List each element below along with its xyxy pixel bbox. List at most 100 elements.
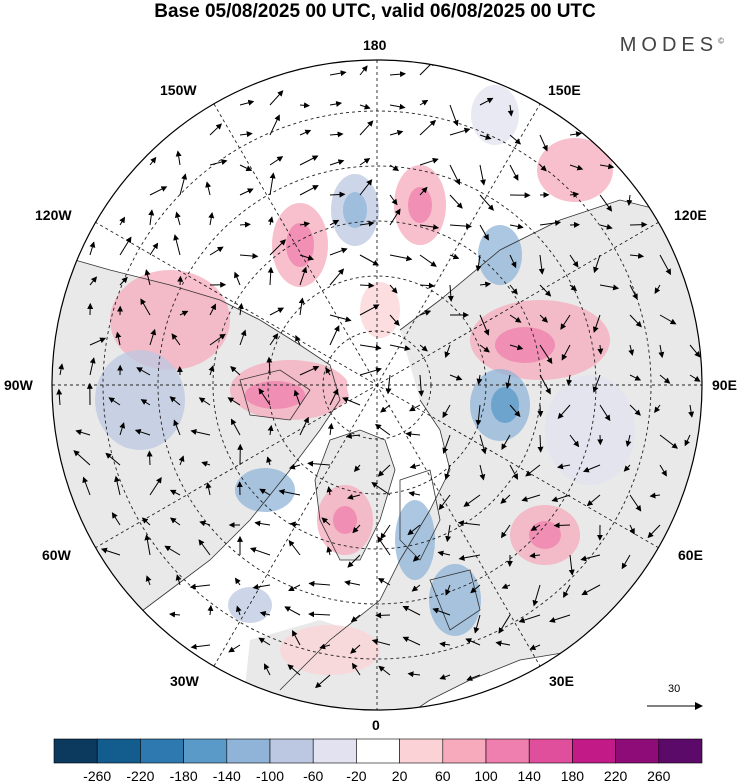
wind-vector xyxy=(569,131,582,138)
wind-vector xyxy=(327,422,334,436)
wind-vector xyxy=(144,269,151,286)
wind-vector xyxy=(234,577,241,586)
wind-vector xyxy=(688,404,695,418)
label-lon-60w: 60W xyxy=(42,547,71,563)
wind-vector xyxy=(509,254,517,269)
wind-vector xyxy=(537,404,544,418)
wind-vector xyxy=(580,554,601,562)
wind-vector xyxy=(146,450,153,466)
wind-vector xyxy=(266,356,273,376)
wind-vector xyxy=(149,476,162,496)
wind-vector xyxy=(201,461,211,467)
wind-vector xyxy=(73,450,91,466)
wind-vector xyxy=(629,404,641,416)
wind-vector xyxy=(299,416,309,436)
wind-vector xyxy=(119,276,128,286)
wind-vector xyxy=(299,102,310,109)
wind-vector xyxy=(479,164,486,186)
wind-vector xyxy=(439,641,451,648)
wind-vector xyxy=(437,550,451,557)
wind-vector xyxy=(292,630,301,646)
wind-vector xyxy=(307,460,331,467)
wind-vector xyxy=(295,334,301,346)
wind-vector xyxy=(329,247,348,256)
wind-vector xyxy=(449,253,460,260)
wind-vector xyxy=(389,71,406,78)
wind-vector xyxy=(298,297,305,316)
wind-vector xyxy=(402,605,421,616)
wind-vector xyxy=(267,424,274,436)
wind-vector xyxy=(553,522,571,529)
wind-vector xyxy=(148,209,155,226)
wind-vector xyxy=(173,234,181,256)
wind-vector xyxy=(315,674,331,689)
wind-vector xyxy=(136,367,151,376)
wind-vector xyxy=(402,636,421,646)
wind-vector xyxy=(329,325,340,346)
wind-vector xyxy=(500,494,511,504)
wind-vector xyxy=(380,404,391,413)
wind-vector xyxy=(442,434,451,454)
wind-vector xyxy=(505,374,512,389)
wind-vector xyxy=(353,464,361,473)
anomaly-blob xyxy=(280,625,380,675)
wind-vector xyxy=(269,156,284,166)
wind-vector xyxy=(654,404,661,414)
wind-vector xyxy=(288,540,301,556)
wind-vector xyxy=(308,611,331,618)
wind-vector xyxy=(267,266,274,286)
wind-vector xyxy=(299,185,319,196)
wind-vector xyxy=(539,284,552,297)
wind-vector xyxy=(230,418,241,436)
wind-vector xyxy=(56,388,63,406)
wind-vector xyxy=(326,486,333,496)
wind-vector xyxy=(479,314,490,336)
wind-vector xyxy=(267,216,274,226)
wind-vector xyxy=(111,512,121,526)
wind-vector xyxy=(239,221,251,228)
colorbar-tick-label: 100 xyxy=(474,768,498,783)
wind-vector xyxy=(659,254,671,276)
wind-vector xyxy=(177,275,184,286)
wind-vector xyxy=(321,517,331,526)
wind-vector xyxy=(359,103,371,110)
wind-vector xyxy=(329,388,339,406)
anomaly-blob xyxy=(408,187,432,223)
wind-vector xyxy=(551,494,571,503)
wind-vector xyxy=(269,239,287,256)
colorbar-cell xyxy=(226,738,271,764)
wind-vector xyxy=(190,643,211,650)
wind-vector xyxy=(509,344,524,351)
wind-vector xyxy=(625,434,632,447)
wind-vector xyxy=(479,134,492,140)
wind-vector xyxy=(569,191,580,198)
wind-vector xyxy=(171,333,181,346)
wind-vector xyxy=(509,134,522,145)
wind-vector xyxy=(89,357,96,376)
wind-vector xyxy=(227,397,241,406)
wind-vector xyxy=(371,482,391,496)
colorbar: -260 -220 -180 -140 -100 -60 -20 20 60 100 140 180 2… xyxy=(53,738,703,783)
wind-vector xyxy=(359,367,382,376)
colorbar-tick-label: -140 xyxy=(213,768,241,783)
wind-vector xyxy=(352,524,361,534)
wind-vector xyxy=(659,314,677,325)
wind-vector xyxy=(299,365,320,376)
wind-vector xyxy=(507,104,514,117)
wind-vector xyxy=(377,578,391,586)
wind-vector xyxy=(561,344,571,361)
wind-vector xyxy=(539,164,547,172)
anomaly-blob xyxy=(495,327,555,363)
wind-vector xyxy=(325,367,332,376)
wind-vector xyxy=(207,604,214,616)
wind-vector xyxy=(249,547,271,556)
wind-vector xyxy=(557,463,571,470)
label-lon-150w: 150W xyxy=(160,82,197,98)
wind-vector xyxy=(288,463,301,470)
wind-vector xyxy=(479,194,494,211)
wind-vector xyxy=(375,612,391,619)
wind-vector xyxy=(141,517,151,526)
label-lon-90e: 90E xyxy=(712,377,737,393)
wind-vector xyxy=(501,434,511,450)
wind-vector xyxy=(509,164,519,181)
